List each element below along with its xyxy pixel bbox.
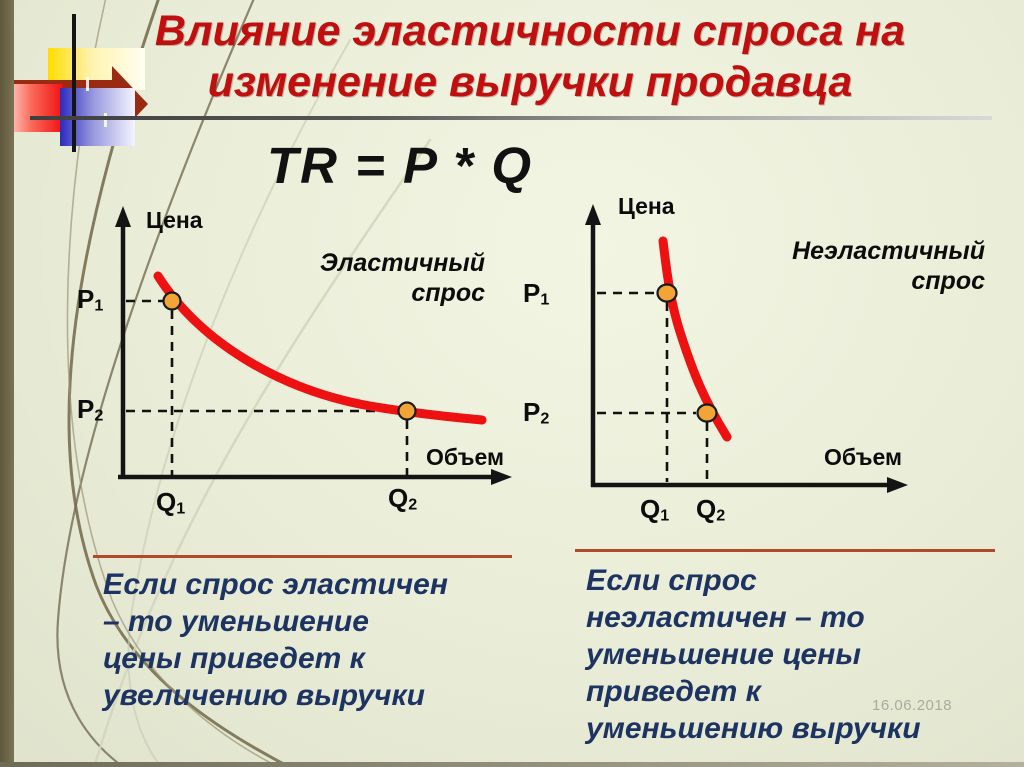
title-divider-line (30, 116, 992, 120)
background-swoosh-curves (56, 0, 432, 767)
left-p2-label: P2 (77, 394, 104, 425)
right-x-axis-arrow-icon (887, 477, 908, 493)
ornament-vertical-line (72, 14, 76, 152)
left-point-p1q1 (162, 291, 182, 311)
left-p1-label: P1 (77, 284, 104, 315)
right-y-axis-label: Цена (618, 193, 675, 219)
bottom-edge-strip (0, 762, 1024, 767)
left-conclusion-text: Если спрос эластичен – то уменьшение цен… (103, 566, 533, 714)
right-p1-label: P1 (523, 278, 550, 309)
right-x-axis-label: Объем (824, 444, 903, 470)
right-conclusion-line2: неэластичен – то (586, 601, 865, 634)
right-point-p2q2 (696, 403, 718, 423)
left-q2-label: Q2 (388, 483, 418, 514)
left-y-axis-arrow-icon (115, 206, 131, 227)
left-conclusion-line2: – то уменьшение (103, 605, 369, 638)
right-point-p1q1 (656, 283, 678, 303)
revenue-formula: TR = P * Q (266, 137, 534, 194)
right-conclusion-line4: приведет к (586, 675, 761, 708)
left-demand-curve (153, 271, 487, 425)
right-conclusion-text: Если спрос неэластичен – то уменьшение ц… (586, 562, 1006, 747)
left-conclusion-line4: увеличению выручки (103, 679, 425, 712)
right-p2-label: P2 (523, 397, 550, 428)
right-conclusion-line3: уменьшение цены (586, 638, 861, 671)
right-conclusion-line5: уменьшению выручки (586, 712, 921, 745)
left-conclusion-line1: Если спрос эластичен (103, 568, 448, 601)
left-chart-dashed-guides (126, 299, 409, 475)
date-watermark: 16.06.2018 (872, 697, 953, 714)
left-legend-line2: спрос (411, 279, 485, 307)
left-separator-line (93, 555, 512, 558)
right-legend-line2: спрос (911, 267, 985, 295)
left-legend-line1: Эластичный (319, 249, 485, 277)
left-conclusion-line3: цены приведет к (103, 642, 365, 675)
slide-title: Влияние эластичности спроса на изменение… (60, 6, 1000, 108)
left-point-p2q2 (397, 401, 417, 421)
left-x-axis-label: Объем (426, 444, 505, 470)
right-legend-line1: Неэластичный (792, 237, 985, 265)
right-chart-axes (590, 214, 896, 488)
right-chart-legend: Неэластичный спрос (775, 236, 985, 296)
right-chart-dashed-guides (597, 291, 709, 482)
slide-title-line2: изменение выручки продавца (207, 58, 853, 106)
right-separator-line (575, 549, 995, 552)
left-olive-band (0, 0, 14, 767)
left-y-axis-label: Цена (146, 207, 203, 233)
right-q1-label: Q1 (640, 494, 670, 525)
right-q2-label: Q2 (696, 494, 726, 525)
left-q1-label: Q1 (156, 487, 186, 518)
right-conclusion-line1: Если спрос (586, 564, 757, 597)
right-demand-curve (658, 236, 732, 442)
slide-title-line1: Влияние эластичности спроса на (154, 7, 906, 55)
left-chart-axes (118, 216, 500, 480)
left-chart-legend: Эластичный спрос (290, 248, 485, 308)
right-y-axis-arrow-icon (585, 204, 601, 225)
left-x-axis-arrow-icon (491, 469, 512, 485)
